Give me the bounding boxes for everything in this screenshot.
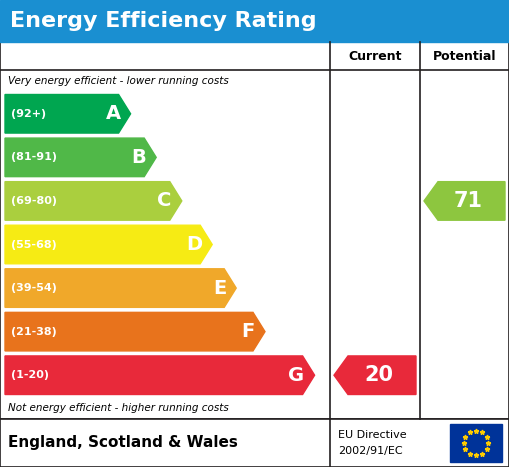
Polygon shape xyxy=(424,182,505,220)
Text: E: E xyxy=(213,279,226,297)
Text: 20: 20 xyxy=(364,365,393,385)
Polygon shape xyxy=(5,312,265,351)
Text: (69-80): (69-80) xyxy=(11,196,57,206)
Text: (92+): (92+) xyxy=(11,109,46,119)
Polygon shape xyxy=(5,94,131,133)
Bar xyxy=(0,0,509,42)
Text: G: G xyxy=(289,366,304,385)
Text: (55-68): (55-68) xyxy=(11,240,56,249)
Text: D: D xyxy=(186,235,202,254)
Text: Potential: Potential xyxy=(433,50,496,63)
Text: 2002/91/EC: 2002/91/EC xyxy=(338,446,403,456)
Bar xyxy=(0,42,509,419)
Text: (1-20): (1-20) xyxy=(11,370,49,380)
Text: F: F xyxy=(242,322,255,341)
Text: C: C xyxy=(157,191,172,211)
Polygon shape xyxy=(5,138,156,177)
Text: B: B xyxy=(131,148,146,167)
Polygon shape xyxy=(5,356,315,395)
Polygon shape xyxy=(5,269,236,307)
Text: 71: 71 xyxy=(454,191,483,211)
Polygon shape xyxy=(5,182,182,220)
Text: Not energy efficient - higher running costs: Not energy efficient - higher running co… xyxy=(8,403,229,413)
Text: Current: Current xyxy=(348,50,402,63)
Text: (21-38): (21-38) xyxy=(11,326,56,337)
Text: (81-91): (81-91) xyxy=(11,152,57,163)
Bar xyxy=(0,419,509,467)
Text: EU Directive: EU Directive xyxy=(338,430,407,440)
Text: A: A xyxy=(105,104,121,123)
Text: England, Scotland & Wales: England, Scotland & Wales xyxy=(8,436,238,451)
Text: Very energy efficient - lower running costs: Very energy efficient - lower running co… xyxy=(8,76,229,86)
Polygon shape xyxy=(334,356,416,395)
Polygon shape xyxy=(5,225,212,264)
Text: Energy Efficiency Rating: Energy Efficiency Rating xyxy=(10,11,317,31)
Text: (39-54): (39-54) xyxy=(11,283,57,293)
Bar xyxy=(450,424,502,462)
